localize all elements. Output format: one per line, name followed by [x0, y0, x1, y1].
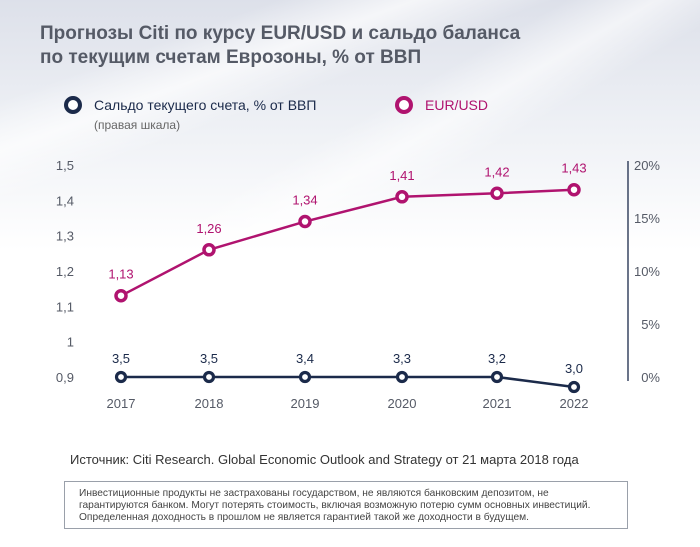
x-axis-tick-label: 2019 — [291, 396, 320, 411]
current-account-data-label: 3,5 — [112, 351, 130, 366]
x-axis-tick-label: 2020 — [388, 396, 417, 411]
x-axis-tick-label: 2017 — [107, 396, 136, 411]
current-account-data-label: 3,4 — [296, 351, 314, 366]
right-axis-tick-label: 10% — [634, 264, 660, 279]
current-account-point — [202, 370, 216, 384]
eurusd-point — [298, 214, 312, 229]
background-streaks — [0, 0, 700, 250]
legend-label-current-account: Сальдо текущего счета, % от ВВП — [94, 97, 317, 113]
left-axis-tick-label: 0,9 — [56, 370, 74, 385]
eurusd-series-line — [120, 188, 575, 297]
eurusd-data-label: 1,13 — [108, 267, 133, 282]
current-account-point — [567, 380, 581, 394]
eurusd-point — [490, 186, 504, 201]
right-axis-tick-label: 0% — [641, 370, 660, 385]
left-axis-tick-label: 1,4 — [56, 193, 74, 208]
current-account-series-line — [121, 375, 575, 389]
current-account-point — [114, 370, 128, 384]
eurusd-point — [567, 182, 581, 197]
current-account-point — [298, 370, 312, 384]
right-axis-tick-label: 15% — [634, 211, 660, 226]
eurusd-point — [202, 243, 216, 257]
current-account-data-label: 3,2 — [488, 351, 506, 366]
x-axis-tick-label: 2022 — [560, 396, 589, 411]
current-account-data-label: 3,3 — [393, 351, 411, 366]
eurusd-data-label: 1,42 — [484, 164, 509, 179]
left-axis-tick-label: 1,5 — [56, 158, 74, 173]
right-axis-tick-label: 20% — [634, 158, 660, 173]
current-account-data-label: 3,0 — [565, 361, 583, 376]
x-axis-tick-label: 2018 — [195, 396, 224, 411]
legend-marker-eurusd — [395, 96, 413, 114]
eurusd-point — [114, 288, 128, 303]
left-axis-tick-label: 1,3 — [56, 229, 74, 244]
disclaimer-box: Инвестиционные продукты не застрахованы … — [64, 481, 628, 529]
chart-title-line-1: Прогнозы Citi по курсу EUR/USD и сальдо … — [40, 23, 521, 44]
current-account-data-label: 3,5 — [200, 351, 218, 366]
chart-title: Прогнозы Citi по курсу EUR/USD и сальдо … — [40, 22, 640, 70]
line-chart: 0,9 1 1,1 1,2 1,3 1,4 1,5 0% 5% 10% 15% 20% 2017 2018… — [56, 158, 661, 411]
left-axis-tick-label: 1 — [67, 335, 74, 350]
chart-title-line-2: по текущим счетам Еврозоны, % от ВВП — [40, 47, 422, 68]
eurusd-point — [395, 190, 409, 204]
source-note: Источник: Citi Research. Global Economic… — [70, 452, 579, 467]
current-account-point — [395, 370, 409, 384]
left-axis-tick-label: 1,2 — [56, 264, 74, 279]
legend-label-eurusd: EUR/USD — [425, 97, 489, 113]
current-account-point — [490, 370, 504, 384]
x-axis-tick-label: 2021 — [483, 396, 512, 411]
eurusd-data-label: 1,43 — [561, 161, 586, 176]
legend-marker-current-account — [64, 96, 82, 114]
left-axis-tick-label: 1,1 — [56, 299, 74, 314]
legend-sublabel-current-account: (правая шкала) — [94, 118, 181, 132]
right-axis-tick-label: 5% — [641, 317, 660, 332]
eurusd-data-label: 1,34 — [292, 193, 317, 208]
eurusd-data-label: 1,26 — [196, 221, 221, 236]
eurusd-data-label: 1,41 — [389, 168, 414, 183]
